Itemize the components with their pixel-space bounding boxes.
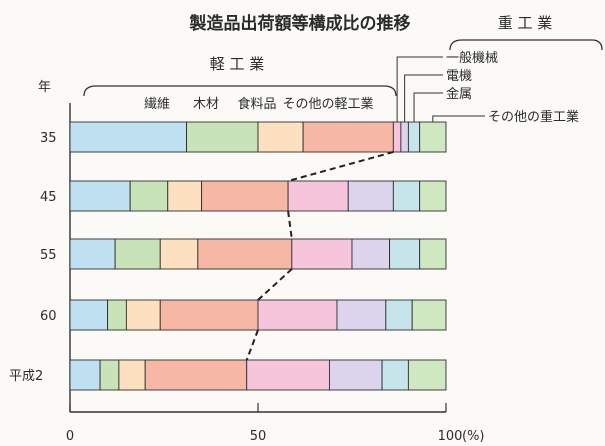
- series-label: 金属: [446, 86, 472, 102]
- leader-line: [414, 93, 443, 122]
- bar-segment: [247, 360, 330, 390]
- category-label: 45: [40, 190, 57, 205]
- category-label: 平成2: [9, 369, 43, 384]
- bar-segment: [145, 360, 247, 390]
- heavy-group-bracket: [450, 40, 602, 50]
- bar-segment: [348, 181, 393, 211]
- series-label: その他の重工業: [488, 109, 579, 125]
- chart-title: 製造品出荷額等構成比の推移: [189, 13, 411, 34]
- leader-line: [405, 75, 443, 122]
- bar-segment: [408, 122, 419, 152]
- bar-segment: [420, 181, 446, 211]
- series-label: 電機: [446, 69, 472, 84]
- bar-segment: [288, 181, 348, 211]
- divider-dashed-line: [258, 269, 292, 300]
- series-label: 木材: [193, 97, 219, 112]
- leader-line: [433, 116, 485, 122]
- bar-segment: [393, 122, 401, 152]
- bar-segment: [70, 360, 100, 390]
- bar-segment: [390, 239, 420, 269]
- bar-segment: [303, 122, 393, 152]
- bar-segment: [420, 122, 446, 152]
- bar-segment: [386, 300, 412, 330]
- bar-segment: [412, 300, 446, 330]
- bar-segment: [187, 122, 258, 152]
- x-axis-unit: (%): [462, 429, 485, 444]
- bar-segment: [70, 239, 115, 269]
- heavy-group-label: 重 工 業: [498, 14, 553, 32]
- x-tick-label: 100: [438, 429, 463, 444]
- bar-segment: [130, 181, 168, 211]
- bar-segment: [115, 239, 160, 269]
- bar-segment: [108, 300, 127, 330]
- bar-segment: [337, 300, 386, 330]
- bar-segment: [408, 360, 446, 390]
- bar-segment: [70, 300, 108, 330]
- bar-segment: [70, 181, 130, 211]
- x-tick-label: 0: [66, 429, 74, 444]
- category-label: 35: [40, 131, 57, 146]
- divider-dashed-line: [288, 211, 292, 239]
- bar-segment: [382, 360, 408, 390]
- series-label: その他の軽工業: [282, 96, 373, 112]
- light-group-label: 軽 工 業: [210, 55, 265, 73]
- category-label: 60: [40, 309, 57, 324]
- bar-segment: [292, 239, 352, 269]
- bar-segment: [160, 300, 258, 330]
- bar-segment: [329, 360, 382, 390]
- bar-segment: [352, 239, 390, 269]
- y-axis-label: 年: [38, 80, 51, 95]
- bar-segment: [420, 239, 446, 269]
- series-label: 繊維: [144, 96, 170, 112]
- leader-line: [397, 57, 443, 122]
- bar-segment: [100, 360, 119, 390]
- bar-segment: [119, 360, 145, 390]
- bar-segment: [401, 122, 409, 152]
- bar-segment: [393, 181, 419, 211]
- bar-segment: [202, 181, 288, 211]
- x-tick-label: 50: [250, 429, 267, 444]
- series-label: 食料品: [237, 96, 276, 112]
- light-group-bracket: [84, 86, 396, 96]
- bar-segment: [198, 239, 292, 269]
- bar-segment: [258, 122, 303, 152]
- divider-dashed-line: [288, 152, 393, 181]
- bar-segment: [160, 239, 198, 269]
- bar-segment: [70, 122, 187, 152]
- bar-segment: [126, 300, 160, 330]
- bar-segment: [258, 300, 337, 330]
- category-label: 55: [40, 248, 57, 263]
- series-label: 一般機械: [446, 50, 498, 66]
- divider-dashed-line: [247, 330, 258, 360]
- bar-segment: [168, 181, 202, 211]
